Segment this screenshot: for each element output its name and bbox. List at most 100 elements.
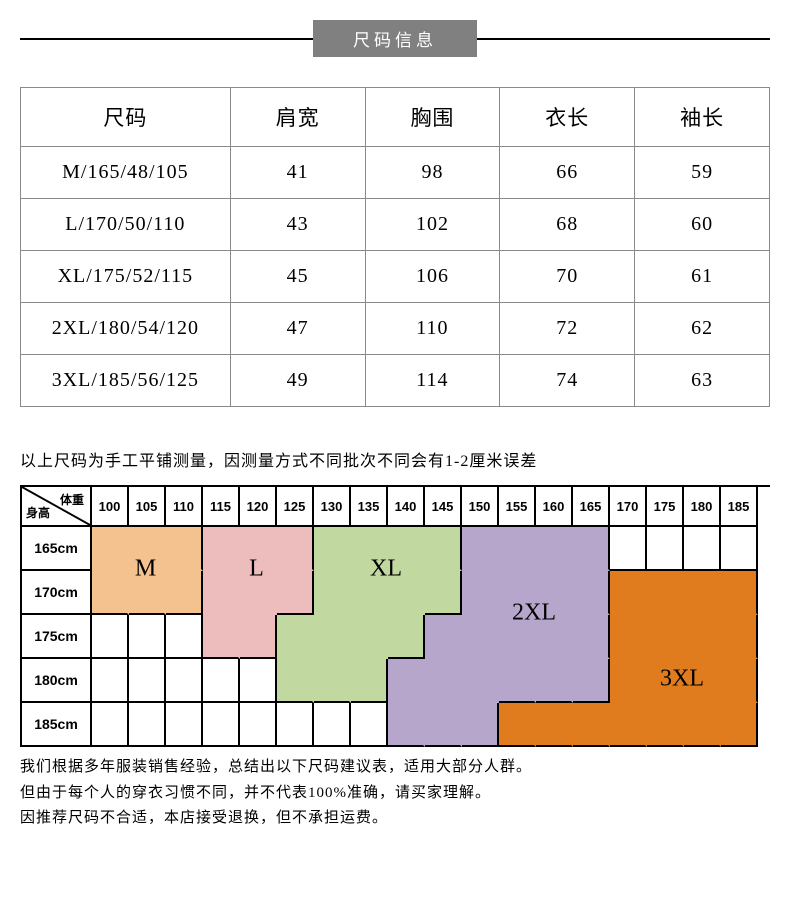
size-table-row: L/170/50/110431026860 — [21, 199, 770, 251]
reco-weight-header: 145 — [425, 487, 462, 527]
reco-cell — [499, 659, 536, 703]
reco-cell — [92, 527, 129, 571]
reco-height-header: 185cm — [22, 703, 92, 747]
size-table-cell: 49 — [230, 355, 365, 407]
size-table-cell: 106 — [365, 251, 500, 303]
reco-cell — [425, 527, 462, 571]
reco-weight-header: 105 — [129, 487, 166, 527]
size-table-row: 2XL/180/54/120471107262 — [21, 303, 770, 355]
reco-cell — [462, 571, 499, 615]
size-table-cell: 98 — [365, 147, 500, 199]
banner-title: 尺码信息 — [313, 20, 477, 57]
reco-weight-header: 130 — [314, 487, 351, 527]
reco-weight-header: 140 — [388, 487, 425, 527]
reco-cell — [573, 571, 610, 615]
size-table-cell: M/165/48/105 — [21, 147, 231, 199]
reco-cell — [92, 703, 129, 747]
reco-cell — [610, 659, 647, 703]
reco-cell — [203, 615, 240, 659]
reco-cell — [573, 659, 610, 703]
reco-cell — [166, 571, 203, 615]
reco-cell — [425, 703, 462, 747]
reco-weight-header: 160 — [536, 487, 573, 527]
corner-height-label: 身高 — [26, 504, 50, 521]
reco-cell — [425, 571, 462, 615]
reco-cell — [203, 659, 240, 703]
reco-weight-header: 170 — [610, 487, 647, 527]
reco-corner-cell: 体重身高 — [22, 487, 92, 527]
reco-cell — [462, 659, 499, 703]
size-table-cell: 74 — [500, 355, 635, 407]
reco-cell — [647, 527, 684, 571]
reco-weight-header: 100 — [92, 487, 129, 527]
reco-cell — [499, 527, 536, 571]
reco-cell — [684, 703, 721, 747]
measurement-note: 以上尺码为手工平铺测量，因测量方式不同批次不同会有1-2厘米误差 — [20, 447, 770, 471]
reco-height-header: 180cm — [22, 659, 92, 703]
reco-height-header: 170cm — [22, 571, 92, 615]
section-banner: 尺码信息 — [20, 0, 770, 87]
reco-cell — [721, 615, 758, 659]
recommendation-notes: 我们根据多年服装销售经验，总结出以下尺码建议表，适用大部分人群。但由于每个人的穿… — [20, 755, 770, 832]
reco-weight-header: 165 — [573, 487, 610, 527]
size-table-cell: 110 — [365, 303, 500, 355]
reco-cell — [536, 527, 573, 571]
reco-cell — [351, 703, 388, 747]
reco-weight-header: 175 — [647, 487, 684, 527]
size-table-header: 尺码 — [21, 88, 231, 147]
reco-cell — [647, 659, 684, 703]
reco-cell — [573, 703, 610, 747]
reco-cell — [388, 527, 425, 571]
reco-cell — [314, 615, 351, 659]
size-table-header: 胸围 — [365, 88, 500, 147]
size-table-cell: 2XL/180/54/120 — [21, 303, 231, 355]
reco-cell — [425, 659, 462, 703]
reco-cell — [610, 527, 647, 571]
reco-cell — [721, 571, 758, 615]
banner-rule-left — [20, 38, 313, 40]
size-table-row: XL/175/52/115451067061 — [21, 251, 770, 303]
size-table-cell: 70 — [500, 251, 635, 303]
reco-cell — [277, 703, 314, 747]
reco-weight-header: 185 — [721, 487, 758, 527]
reco-cell — [425, 615, 462, 659]
size-table-cell: 72 — [500, 303, 635, 355]
reco-cell — [499, 615, 536, 659]
reco-cell — [462, 703, 499, 747]
reco-cell — [277, 615, 314, 659]
recommendation-chart: 体重身高100105110115120125130135140145150155… — [20, 485, 770, 747]
size-table-cell: 102 — [365, 199, 500, 251]
reco-cell — [536, 703, 573, 747]
reco-cell — [129, 703, 166, 747]
size-table-cell: 61 — [635, 251, 770, 303]
reco-cell — [388, 703, 425, 747]
reco-cell — [277, 659, 314, 703]
size-table-cell: 59 — [635, 147, 770, 199]
reco-cell — [166, 659, 203, 703]
reco-cell — [92, 571, 129, 615]
reco-cell — [314, 659, 351, 703]
size-table-cell: 62 — [635, 303, 770, 355]
size-table-cell: 3XL/185/56/125 — [21, 355, 231, 407]
size-table-cell: L/170/50/110 — [21, 199, 231, 251]
reco-cell — [573, 527, 610, 571]
reco-cell — [92, 659, 129, 703]
reco-cell — [647, 615, 684, 659]
note-line: 我们根据多年服装销售经验，总结出以下尺码建议表，适用大部分人群。 — [20, 755, 770, 781]
reco-weight-header: 155 — [499, 487, 536, 527]
reco-cell — [351, 659, 388, 703]
size-table-cell: 60 — [635, 199, 770, 251]
reco-weight-header: 125 — [277, 487, 314, 527]
size-table-cell: 41 — [230, 147, 365, 199]
reco-cell — [462, 615, 499, 659]
reco-cell — [388, 659, 425, 703]
reco-cell — [203, 527, 240, 571]
reco-cell — [684, 615, 721, 659]
size-table: 尺码肩宽胸围衣长袖长 M/165/48/10541986659L/170/50/… — [20, 87, 770, 407]
reco-cell — [277, 571, 314, 615]
reco-cell — [240, 703, 277, 747]
reco-cell — [203, 571, 240, 615]
reco-cell — [240, 571, 277, 615]
reco-cell — [721, 527, 758, 571]
reco-cell — [721, 659, 758, 703]
